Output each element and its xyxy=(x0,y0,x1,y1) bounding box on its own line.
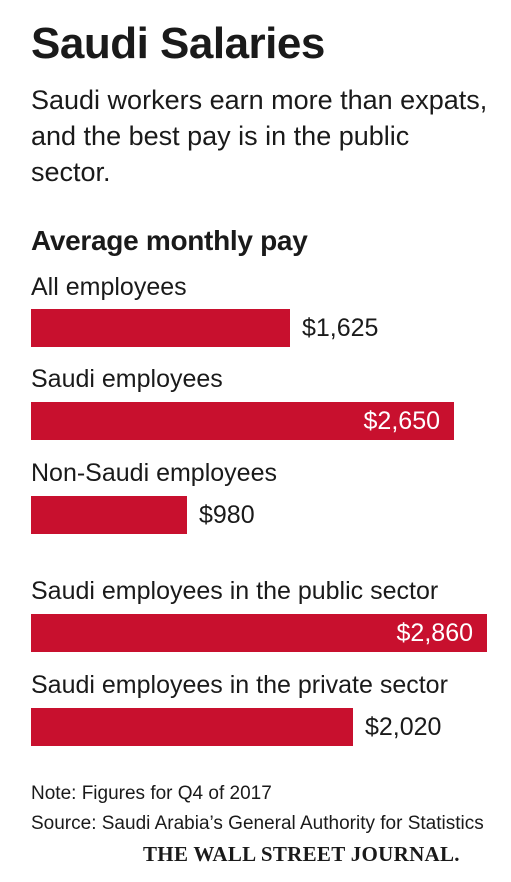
bar xyxy=(31,614,487,652)
chart-subtitle: Average monthly pay xyxy=(31,225,308,256)
data-label: $980 xyxy=(199,501,255,529)
data-label: $1,625 xyxy=(302,314,379,342)
chart-title: Saudi Salaries xyxy=(31,19,325,68)
bar xyxy=(31,708,353,746)
chart-note: Note: Figures for Q4 of 2017 xyxy=(31,783,272,804)
data-label: $2,860 xyxy=(396,619,473,647)
data-label: $2,020 xyxy=(365,713,442,741)
bar xyxy=(31,496,187,534)
chart-source: Source: Saudi Arabia’s General Authority… xyxy=(31,813,484,834)
bar xyxy=(31,309,290,347)
category-label: Saudi employees in the private sector xyxy=(31,671,448,699)
category-label: All employees xyxy=(31,273,187,301)
category-label: Saudi employees in the public sector xyxy=(31,577,439,605)
bar xyxy=(31,402,454,440)
data-label: $2,650 xyxy=(363,407,440,435)
category-label: Non-Saudi employees xyxy=(31,459,277,487)
chart-description: Saudi workers earn more than expats, and… xyxy=(31,85,488,187)
category-label: Saudi employees xyxy=(31,365,223,393)
publisher-logo: THE WALL STREET JOURNAL. xyxy=(143,842,460,866)
